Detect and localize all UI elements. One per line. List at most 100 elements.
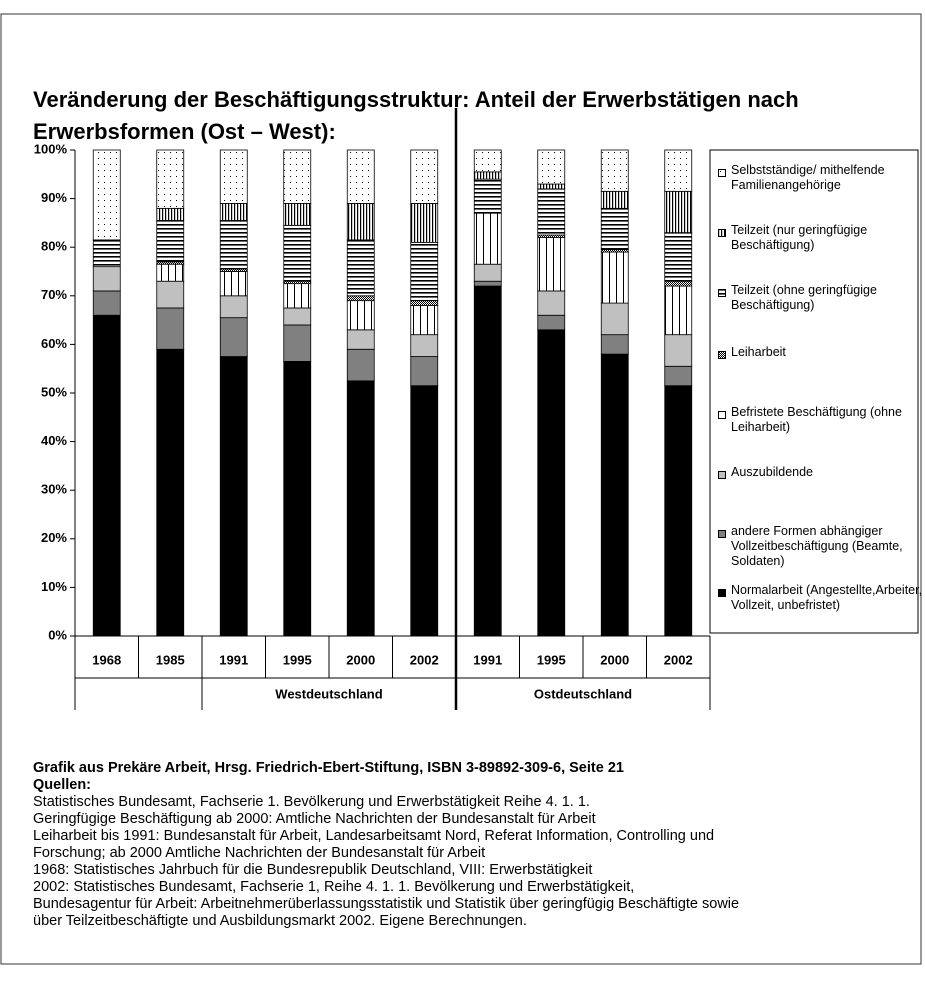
y-tick-label: 90% [41, 190, 67, 205]
y-tick-label: 40% [41, 433, 67, 448]
legend-entry: Leiharbeit [718, 345, 925, 360]
bar-segment [156, 149, 185, 209]
bar-segment [219, 295, 248, 319]
bar-segment [156, 207, 185, 221]
bar-segment [156, 263, 185, 282]
bar-segment [537, 183, 566, 190]
legend-label: Befristete Beschäftigung (ohne Leiharbei… [731, 405, 902, 434]
bar-segment [219, 203, 248, 221]
bar-segment [283, 283, 312, 309]
bar-segment [600, 190, 629, 209]
bar-segment [664, 385, 693, 637]
bar-segment [410, 385, 439, 637]
bar-segment [346, 380, 375, 637]
bar-segment [537, 314, 566, 331]
bar-segment [156, 220, 185, 263]
bar-segment [600, 334, 629, 355]
y-tick-label: 70% [41, 287, 67, 302]
group-label: Ostdeutschland [534, 686, 632, 701]
legend-swatch [718, 468, 726, 479]
legend-label: Normalarbeit (Angestellte,Arbeiter, Voll… [731, 583, 923, 612]
bar-segment [410, 241, 439, 302]
legend-box [709, 149, 919, 634]
group-label: Westdeutschland [275, 686, 382, 701]
bar-segment [537, 149, 566, 185]
bar-segment [156, 280, 185, 309]
source-line: Bundesagentur für Arbeit: Arbeitnehmerüb… [33, 896, 740, 912]
bar-segment [537, 329, 566, 637]
y-tick-label: 10% [41, 579, 67, 594]
bar-segment [410, 149, 439, 204]
source-line: Leiharbeit bis 1991: Bundesanstalt für A… [33, 828, 715, 844]
source-line: 2002: Statistisches Bundesamt, Fachserie… [33, 879, 635, 895]
bar-segment [283, 307, 312, 326]
bar-segment [537, 237, 566, 292]
bar-segment [473, 149, 502, 173]
x-tick-label: 2000 [600, 652, 629, 667]
bar-segment [600, 251, 629, 304]
source-heading: Quellen: [33, 777, 92, 793]
bar-segment [283, 149, 312, 204]
legend-label: Teilzeit (nur geringfügige Beschäftigung… [731, 223, 868, 252]
source-line: Forschung; ab 2000 Amtliche Nachrichten … [33, 845, 486, 861]
x-tick-label: 1991 [219, 652, 248, 667]
legend-label: Leiharbeit [731, 345, 786, 359]
bar-segment [219, 356, 248, 637]
legend-swatch [718, 348, 726, 359]
bar-segment [156, 307, 185, 350]
x-tick-label: 1985 [156, 652, 185, 667]
bar-segment [664, 190, 693, 234]
y-tick-label: 30% [41, 482, 67, 497]
bar-segment [600, 207, 629, 251]
y-tick-label: 0% [48, 627, 67, 642]
chart-title: Erwerbsformen (Ost – West): [33, 119, 336, 144]
frame [0, 13, 922, 965]
bar-segment [219, 317, 248, 357]
chart-title: Veränderung der Beschäftigungsstruktur: … [33, 87, 799, 112]
bar-segment [346, 329, 375, 350]
bar-segment [92, 149, 121, 241]
legend-swatch [718, 527, 726, 538]
source-line: über Teilzeitbeschäftigte und Ausbildung… [33, 913, 527, 929]
bar-segment [473, 212, 502, 265]
bar-segment [600, 149, 629, 192]
bar-segment [92, 314, 121, 637]
bar-segment [92, 266, 121, 292]
x-tick-label: 2002 [664, 652, 693, 667]
y-tick-label: 20% [41, 530, 67, 545]
bar-segment [537, 290, 566, 316]
legend-swatch [718, 226, 726, 237]
legend-entry: andere Formen abhängiger Vollzeitbeschäf… [718, 524, 925, 569]
x-tick-label: 1968 [92, 652, 121, 667]
bar-segment [283, 361, 312, 637]
bar-segment [219, 220, 248, 270]
x-tick-label: 1995 [537, 652, 566, 667]
bar-segment [346, 203, 375, 241]
legend-entry: Normalarbeit (Angestellte,Arbeiter, Voll… [718, 583, 925, 613]
bar-segment [473, 178, 502, 214]
legend-label: Selbstständige/ mithelfende Familienange… [731, 163, 885, 192]
legend-swatch [718, 408, 726, 419]
bar-segment [92, 290, 121, 316]
y-tick-label: 60% [41, 336, 67, 351]
bar-segment [664, 280, 693, 287]
y-tick-label: 50% [41, 384, 67, 399]
legend-label: andere Formen abhängiger Vollzeitbeschäf… [731, 524, 903, 568]
legend-entry: Selbstständige/ mithelfende Familienange… [718, 163, 925, 193]
legend-label: Auszubildende [731, 465, 814, 479]
x-tick-label: 2002 [410, 652, 439, 667]
bar-segment [346, 348, 375, 382]
legend-entry: Auszubildende [718, 465, 925, 480]
bar-segment [600, 353, 629, 637]
legend-swatch [718, 586, 726, 597]
x-tick-label: 1991 [473, 652, 502, 667]
bar-segment [664, 232, 693, 282]
bar-segment [346, 239, 375, 297]
source-lines: Statistisches Bundesamt, Fachserie 1. Be… [33, 794, 739, 930]
bar-segment [346, 295, 375, 302]
bar-segment [219, 271, 248, 297]
bar-segment [283, 324, 312, 362]
bar-segment [664, 334, 693, 367]
bar-segment [346, 300, 375, 331]
